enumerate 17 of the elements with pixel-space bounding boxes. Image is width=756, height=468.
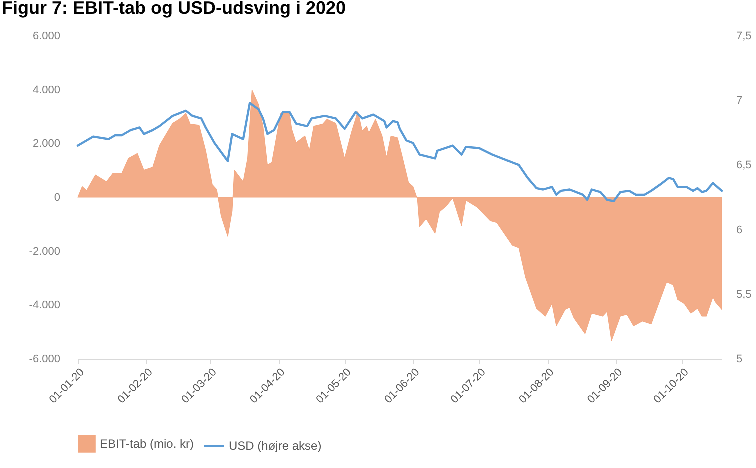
- y-tick-label: 2.000: [32, 138, 60, 150]
- y-tick-label: -6.000: [29, 354, 60, 366]
- legend-label: USD (højre akse): [229, 439, 322, 453]
- legend-label: EBIT-tab (mio. kr): [100, 437, 194, 451]
- y2-tick-label: 6: [736, 224, 743, 236]
- y2-tick-label: 6,5: [736, 160, 752, 172]
- chart-title: Figur 7: EBIT-tab og USD-udsving i 2020: [2, 0, 346, 18]
- y2-tick-label: 7: [736, 95, 743, 108]
- y-tick-label: 6.000: [32, 30, 60, 42]
- y-tick-label: -2.000: [29, 246, 60, 258]
- y2-tick-label: 5: [736, 354, 743, 366]
- y-tick-label: 4.000: [32, 84, 60, 96]
- line-series: [76, 102, 724, 202]
- y-tick-label: -4.000: [29, 300, 60, 312]
- y2-tick-label: 7,5: [736, 30, 752, 42]
- y2-tick-label: 5,5: [736, 288, 752, 301]
- y-tick-label: 0: [54, 192, 60, 204]
